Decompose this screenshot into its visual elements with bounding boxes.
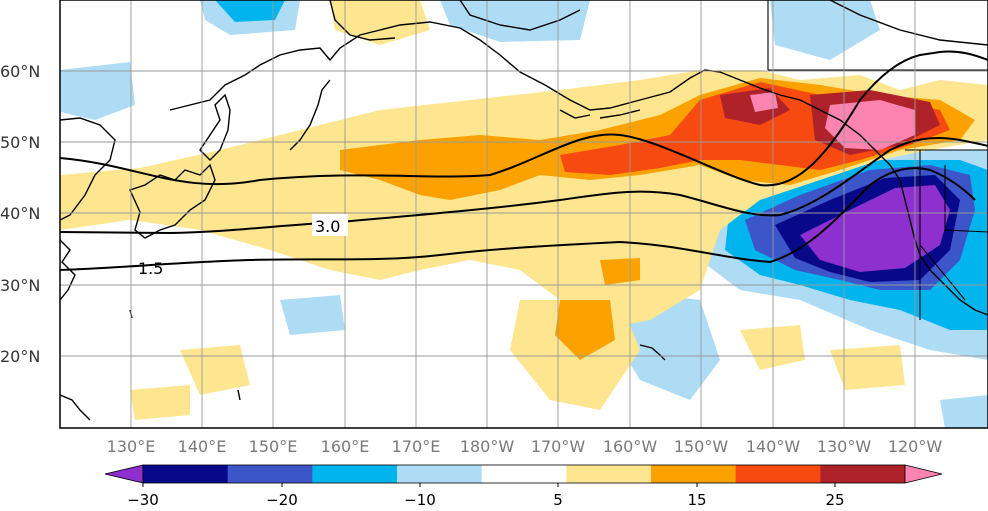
lat-label-50n: 50°N [0, 133, 40, 152]
contour-label-3-0: 3.0 [315, 217, 340, 236]
colorbar-bin [397, 465, 483, 483]
lon-label-150w: 150°W [674, 437, 729, 456]
colorbar-ticks [142, 483, 836, 487]
boundaries [767, 0, 988, 320]
lon-label-150e: 150°E [249, 437, 298, 456]
colorbar-tick-neg30: −30 [127, 491, 159, 509]
lon-label-180w: 180°W [460, 437, 515, 456]
lon-label-130e: 130°E [107, 437, 156, 456]
lon-label-170e: 170°E [392, 437, 441, 456]
lon-label-120w: 120°W [888, 437, 943, 456]
lat-label-40n: 40°N [0, 204, 40, 223]
lon-label-170w: 170°W [531, 437, 586, 456]
colorbar: −30 −20 −10 5 15 25 [104, 464, 943, 509]
colorbar-max-arrow [904, 464, 943, 484]
lon-label-140e: 140°E [178, 437, 227, 456]
gridlines [60, 0, 988, 428]
colorbar-tick-5: 5 [553, 491, 563, 509]
colorbar-bin [227, 465, 313, 483]
anomaly-shading [60, 0, 988, 428]
colorbar-bin [143, 465, 229, 483]
lon-label-140w: 140°W [746, 437, 801, 456]
contour-line-south [60, 167, 976, 271]
colorbar-min-arrow [104, 464, 144, 484]
colorbar-bin [481, 465, 567, 483]
lat-label-20n: 20°N [0, 347, 40, 366]
lon-label-130w: 130°W [817, 437, 872, 456]
colorbar-tick-neg10: −10 [404, 491, 436, 509]
lon-label-160w: 160°W [603, 437, 658, 456]
lat-label-30n: 30°N [0, 276, 40, 295]
lon-axis-labels: 130°E 140°E 150°E 160°E 170°E 180°W 170°… [107, 437, 943, 456]
colorbar-tick-neg20: −20 [266, 491, 298, 509]
colorbar-tick-25: 25 [825, 491, 844, 509]
lat-label-60n: 60°N [0, 62, 40, 81]
lon-label-160e: 160°E [321, 437, 370, 456]
colorbar-bin [820, 465, 906, 483]
contour-line-outer-north [60, 50, 988, 187]
colorbar-bin [735, 465, 821, 483]
colorbar-tick-15: 15 [687, 491, 706, 509]
lat-axis-labels: 60°N 50°N 40°N 30°N 20°N [0, 62, 40, 366]
contour-label-bg [312, 214, 348, 236]
colorbar-bin [651, 465, 737, 483]
contour-label-1-5: 1.5 [138, 259, 163, 278]
colorbar-bin [566, 465, 652, 483]
map-frame [59, 0, 988, 429]
colorbar-bin [312, 465, 398, 483]
